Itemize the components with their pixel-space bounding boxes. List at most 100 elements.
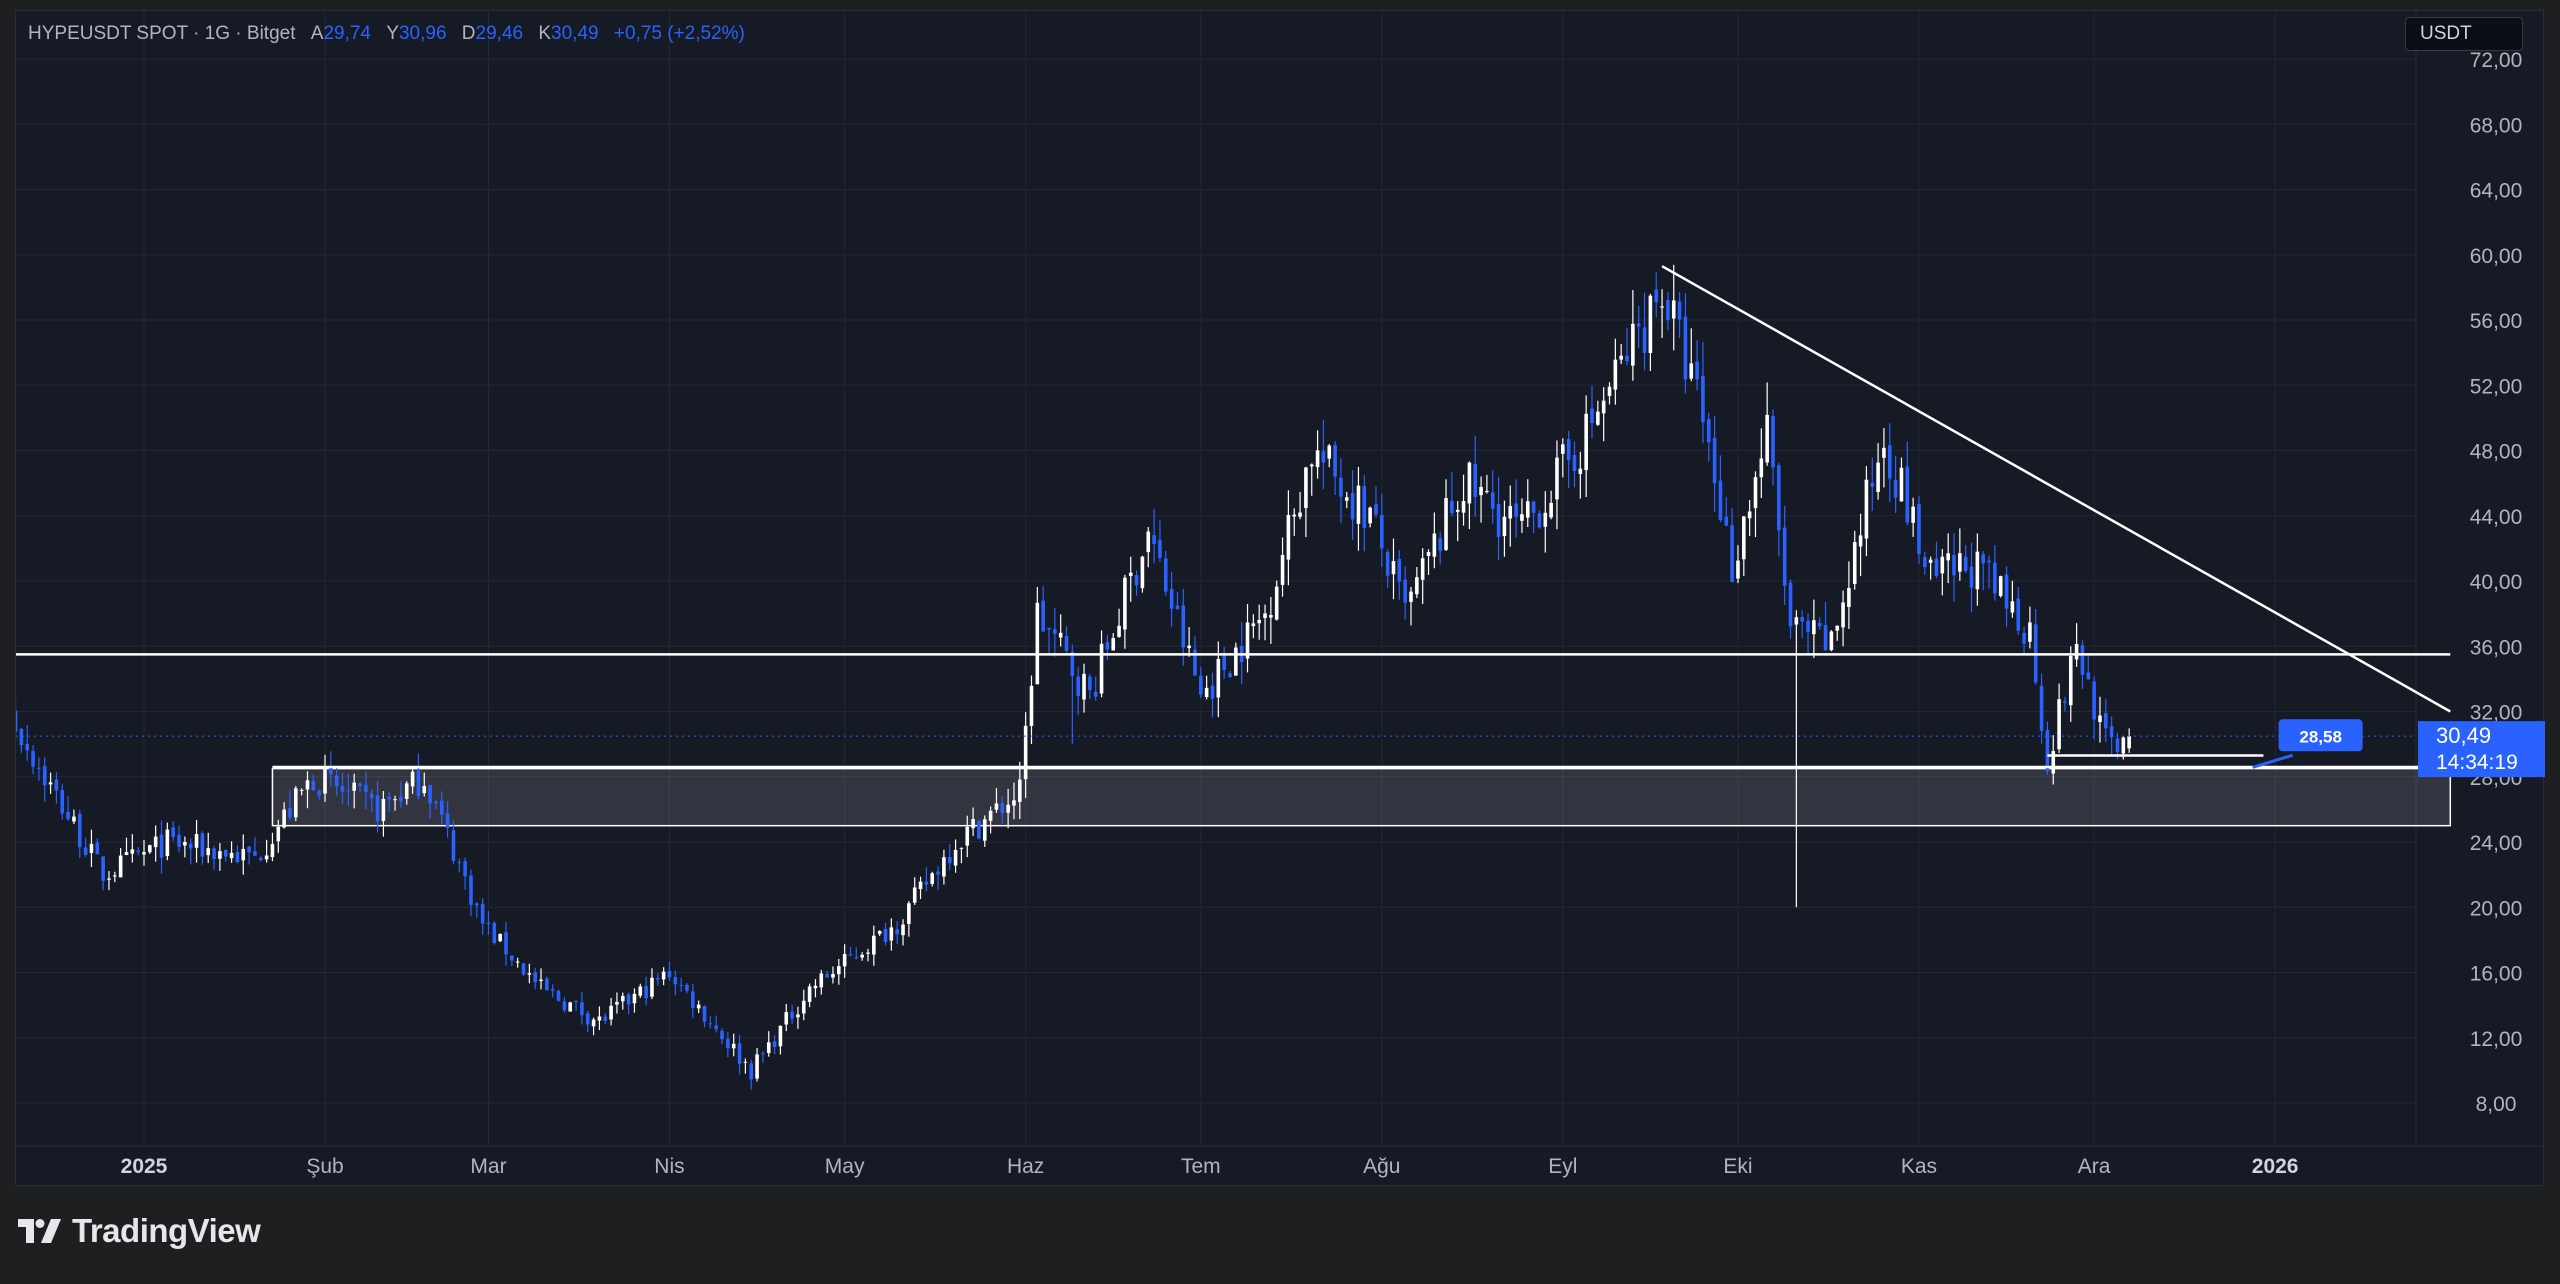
candle-up [264,855,269,860]
candle-up [1128,572,1133,577]
candle-down [1730,525,1734,583]
candle-up [1123,577,1127,630]
candle-down [1438,538,1442,551]
candle-down [42,766,47,786]
chart-canvas[interactable]: 72,00 68,00 64,00 60,00 56,00 52,00 48,00 44,00… [16,11,2545,1187]
candle-down [1222,655,1226,671]
candle-down [1380,514,1384,549]
alert-label-box[interactable] [2278,719,2363,752]
candle-down [1339,477,1343,497]
candle-down [2104,713,2108,729]
candle-down [1064,636,1069,651]
candle-up [1058,632,1063,638]
candle-down [1905,466,1910,523]
candle-up [597,1016,602,1021]
candle-down [60,790,65,814]
price-scale-label: 72,00 [2470,49,2523,72]
candle-down [667,970,672,978]
candle-up [1648,295,1653,353]
candle-down [895,929,899,935]
candle-up [1274,586,1279,620]
last-price-tag[interactable] [2418,721,2545,778]
candle-down [235,852,240,863]
candle-down [445,813,450,828]
symbol-legend[interactable]: HYPEUSDT SPOT · 1G · Bitget A29,74 Y30,9… [28,23,745,45]
candle-up [2010,601,2015,613]
candle-down [1934,558,1939,576]
time-scale-label: Ağu [1363,1155,1400,1178]
candle-down [1385,552,1390,576]
candle-up [1876,462,1880,493]
chart-pane[interactable]: 72,00 68,00 64,00 60,00 56,00 52,00 48,00 44,00… [15,10,2545,1187]
candle-down [749,1063,754,1080]
candle-down [504,932,508,955]
candle-up [1613,359,1618,390]
candle-up [620,995,625,1002]
candle-up [1146,531,1151,553]
candle-up [1619,355,1623,360]
candle-up [1461,501,1466,513]
candle-down [790,1011,794,1019]
candle-down [1199,675,1203,695]
price-scale-label: 8,00 [2476,1093,2517,1116]
candle-down [2022,632,2026,644]
candle-down [854,957,859,959]
candle-up [276,826,281,842]
candle-down [188,843,193,849]
candle-up [1998,576,2003,596]
candle-up [942,857,946,877]
candle-down [825,974,829,978]
candle-down [1450,501,1454,514]
candle-up [305,780,310,790]
candle-up [901,924,905,936]
candle-up [1759,458,1764,478]
time-scale-label: 2026 [2252,1155,2299,1178]
candle-up [118,855,123,878]
candle-down [2092,681,2096,720]
candle-down [2086,672,2091,680]
candle-down [223,849,228,857]
candle-up [1671,300,1676,319]
candle-up [982,819,987,841]
candle-up [609,1005,613,1020]
candle-up [813,985,818,989]
candle-up [1555,457,1559,500]
candle-down [2039,685,2044,731]
candle-down [1817,622,1822,627]
candle-down [1654,289,1659,303]
candle-up [1257,619,1261,624]
candle-up [796,1014,800,1018]
currency-button[interactable]: USDT [2405,17,2523,51]
candle-up [1747,511,1752,519]
candle-down [387,796,392,800]
candle-up [1444,498,1448,550]
candle-up [819,973,824,988]
symbol-title[interactable]: HYPEUSDT SPOT · 1G · Bitget [28,23,296,44]
candle-down [1537,513,1542,528]
candle-up [1578,468,1583,474]
candle-down [2045,729,2050,772]
descending-trend-line[interactable] [1661,265,2451,713]
candle-down [1788,582,1793,627]
price-scale-label: 68,00 [2470,114,2523,137]
time-scale-label: Haz [1007,1155,1044,1178]
candle-up [1263,613,1267,618]
tradingview-brand[interactable]: TradingView [18,1212,261,1250]
candle-down [720,1030,724,1040]
candle-up [527,973,532,975]
candle-up [1549,502,1553,518]
support-zone-rectangle[interactable] [271,767,2452,827]
candle-up [48,782,53,785]
candle-down [346,790,351,792]
candle-up [1794,617,1799,625]
candle-up [1245,622,1250,659]
candle-down [2063,701,2067,703]
candle-up [393,799,397,801]
candle-down [136,850,140,853]
candle-up [801,1000,806,1014]
candle-down [475,903,479,906]
candle-down [1893,480,1898,498]
candle-down [737,1043,742,1064]
candle-down [1777,465,1781,531]
candle-down [936,871,940,875]
